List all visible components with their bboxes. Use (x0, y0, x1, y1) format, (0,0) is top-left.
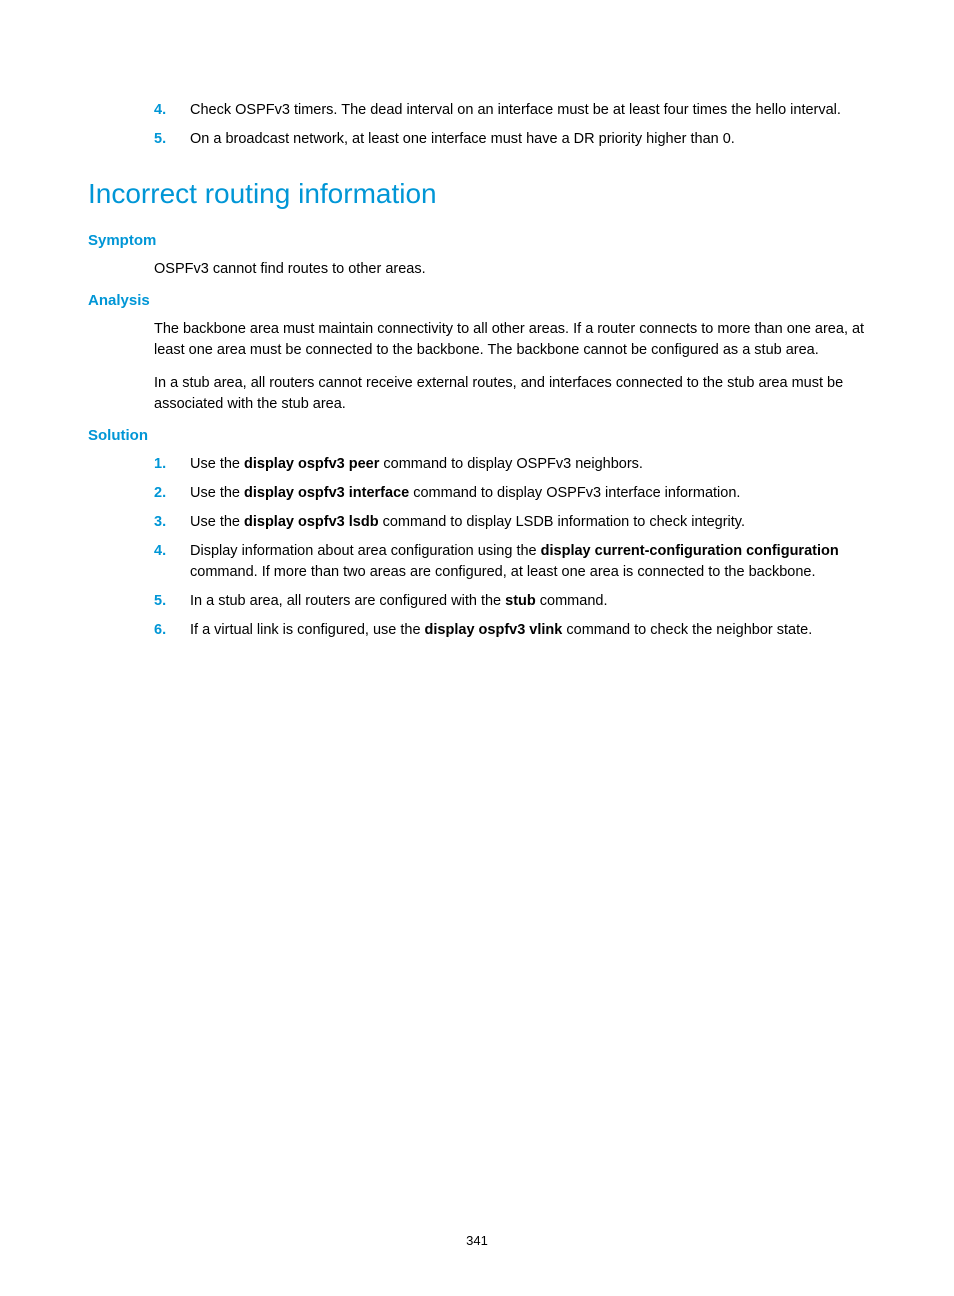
list-item: 5. In a stub area, all routers are confi… (154, 591, 866, 612)
command-name: display ospfv3 peer (244, 456, 379, 472)
text-pre: Use the (190, 514, 244, 530)
list-number: 5. (154, 591, 190, 612)
list-number: 4. (154, 100, 190, 121)
analysis-paragraph: In a stub area, all routers cannot recei… (154, 373, 866, 415)
text-post: command to check the neighbor state. (562, 622, 812, 638)
list-number: 6. (154, 620, 190, 641)
list-text: Check OSPFv3 timers. The dead interval o… (190, 100, 841, 121)
list-text: Use the display ospfv3 interface command… (190, 483, 740, 504)
analysis-label: Analysis (88, 292, 866, 309)
list-text: Display information about area configura… (190, 541, 866, 583)
list-item: 5. On a broadcast network, at least one … (154, 129, 866, 150)
command-name: display ospfv3 vlink (425, 622, 563, 638)
command-name: display ospfv3 interface (244, 485, 409, 501)
list-item: 2. Use the display ospfv3 interface comm… (154, 483, 866, 504)
list-item: 4. Display information about area config… (154, 541, 866, 583)
solution-list: 1. Use the display ospfv3 peer command t… (154, 454, 866, 641)
list-text: Use the display ospfv3 lsdb command to d… (190, 512, 745, 533)
section-heading: Incorrect routing information (88, 178, 866, 210)
list-text: In a stub area, all routers are configur… (190, 591, 608, 612)
list-number: 5. (154, 129, 190, 150)
analysis-paragraph: The backbone area must maintain connecti… (154, 319, 866, 361)
text-post: command. If more than two areas are conf… (190, 564, 815, 580)
list-item: 4. Check OSPFv3 timers. The dead interva… (154, 100, 866, 121)
symptom-label: Symptom (88, 232, 866, 249)
list-item: 3. Use the display ospfv3 lsdb command t… (154, 512, 866, 533)
list-number: 1. (154, 454, 190, 475)
text-pre: If a virtual link is configured, use the (190, 622, 425, 638)
list-number: 4. (154, 541, 190, 583)
list-text: On a broadcast network, at least one int… (190, 129, 735, 150)
list-item: 1. Use the display ospfv3 peer command t… (154, 454, 866, 475)
command-name: stub (505, 593, 536, 609)
symptom-text: OSPFv3 cannot find routes to other areas… (154, 259, 866, 280)
solution-label: Solution (88, 427, 866, 444)
page-container: 4. Check OSPFv3 timers. The dead interva… (0, 0, 954, 689)
text-pre: In a stub area, all routers are configur… (190, 593, 505, 609)
text-pre: Use the (190, 456, 244, 472)
list-text: Use the display ospfv3 peer command to d… (190, 454, 643, 475)
text-post: command to display OSPFv3 neighbors. (379, 456, 643, 472)
text-pre: Use the (190, 485, 244, 501)
command-name: display current-configuration configurat… (541, 543, 839, 559)
text-pre: Display information about area configura… (190, 543, 541, 559)
page-number: 341 (0, 1233, 954, 1248)
text-post: command. (536, 593, 608, 609)
text-post: command to display OSPFv3 interface info… (409, 485, 740, 501)
list-number: 2. (154, 483, 190, 504)
list-item: 6. If a virtual link is configured, use … (154, 620, 866, 641)
list-number: 3. (154, 512, 190, 533)
top-continuation-list: 4. Check OSPFv3 timers. The dead interva… (154, 100, 866, 150)
command-name: display ospfv3 lsdb (244, 514, 379, 530)
list-text: If a virtual link is configured, use the… (190, 620, 812, 641)
text-post: command to display LSDB information to c… (379, 514, 745, 530)
